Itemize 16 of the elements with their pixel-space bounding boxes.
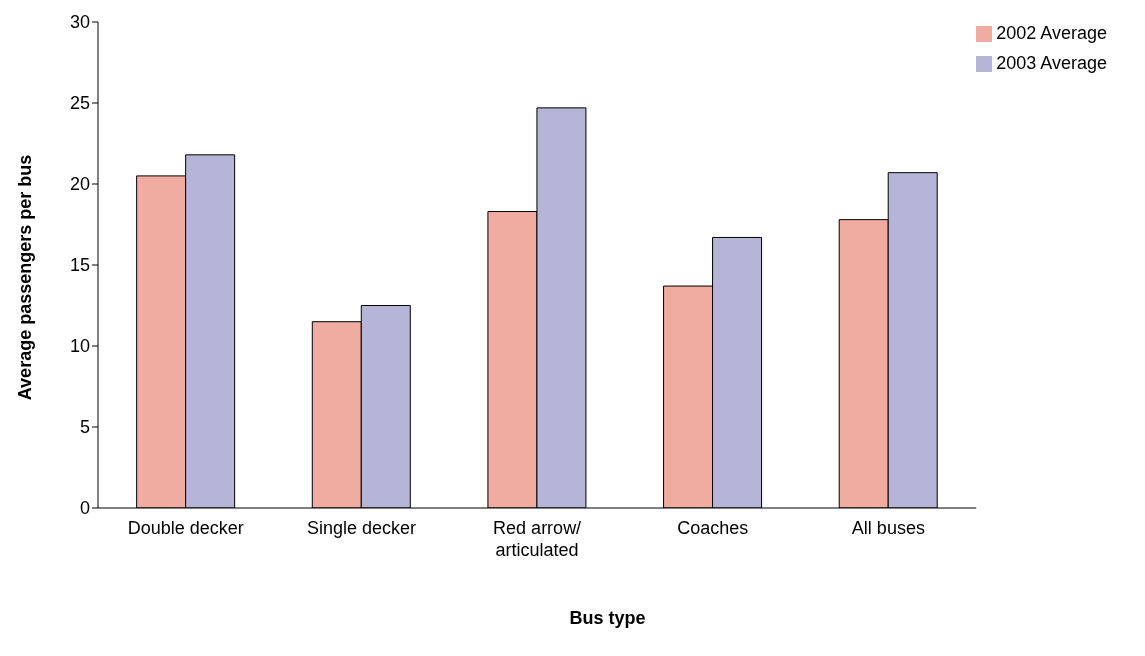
y-tick-label: 10 (69, 336, 90, 357)
x-axis-title: Bus type (568, 608, 647, 629)
y-tick-label: 0 (79, 498, 90, 519)
x-tick-label: Coaches (677, 518, 749, 538)
x-tick-label: Double decker (127, 518, 244, 538)
y-axis-title: Average passengers per bus (15, 154, 37, 400)
y-tick-label: 20 (69, 174, 90, 195)
x-tick-label: All buses (851, 518, 925, 538)
x-tick-label: Single decker (306, 518, 416, 538)
y-tick-label: 15 (69, 255, 90, 276)
legend-label: 2003 Average (996, 53, 1107, 73)
y-tick-label: 30 (69, 12, 90, 33)
y-tick-label: 25 (69, 93, 90, 114)
x-tick-label: Red arrow/ articulated (493, 518, 582, 560)
legend-label: 2002 Average (996, 23, 1107, 43)
y-tick-label: 5 (79, 417, 90, 438)
